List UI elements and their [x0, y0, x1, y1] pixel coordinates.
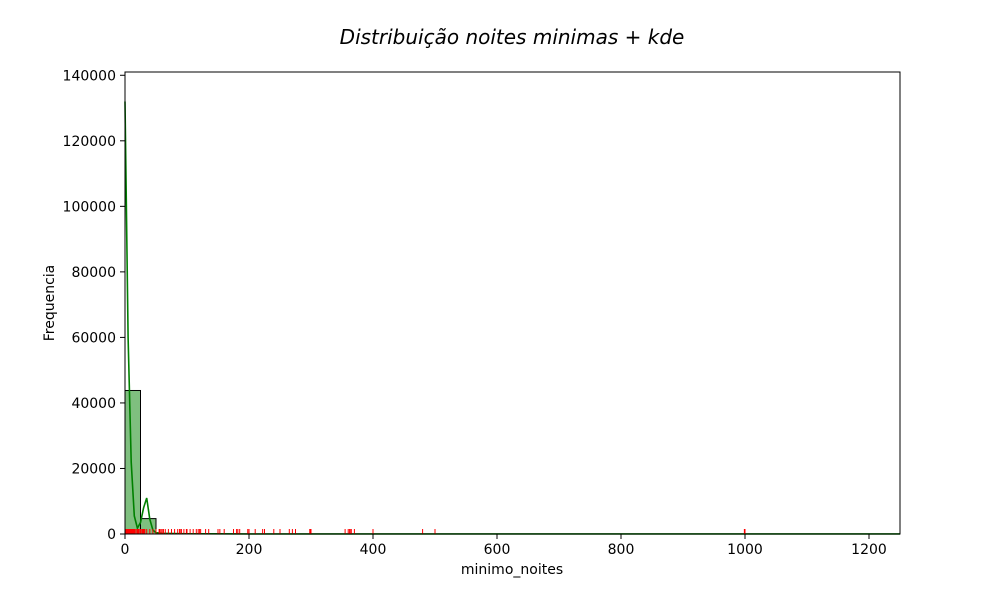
x-tick-label: 1000: [727, 542, 763, 558]
chart-title: Distribuição noites minimas + kde: [340, 25, 685, 49]
histogram-bars: [125, 390, 203, 534]
kde-curve-layer: [125, 101, 900, 533]
x-tick-label: 600: [484, 542, 511, 558]
x-tick-label: 0: [121, 542, 130, 558]
y-tick-label: 0: [107, 527, 116, 543]
y-axis-label: Frequencia: [42, 265, 58, 342]
y-tick-label: 40000: [71, 396, 116, 412]
y-tick-label: 80000: [71, 265, 116, 281]
y-tick-label: 20000: [71, 461, 116, 477]
x-axis-label: minimo_noites: [461, 562, 563, 578]
x-tick-label: 400: [360, 542, 387, 558]
y-tick-label: 140000: [63, 68, 116, 84]
kde-curve: [125, 101, 900, 533]
x-tick-label: 200: [236, 542, 263, 558]
x-tick-label: 800: [608, 542, 635, 558]
y-tick-label: 120000: [63, 134, 116, 150]
y-tick-label: 100000: [63, 199, 116, 215]
y-tick-label: 60000: [71, 330, 116, 346]
x-tick-label: 1200: [851, 542, 887, 558]
histogram-bar: [125, 390, 141, 534]
plot-frame: [125, 72, 900, 534]
y-axis: 0 20000 40000 60000 80000 100000 120000 140000: [63, 68, 125, 543]
x-axis: 0 200 400 600 800 1000 1200: [121, 534, 887, 558]
